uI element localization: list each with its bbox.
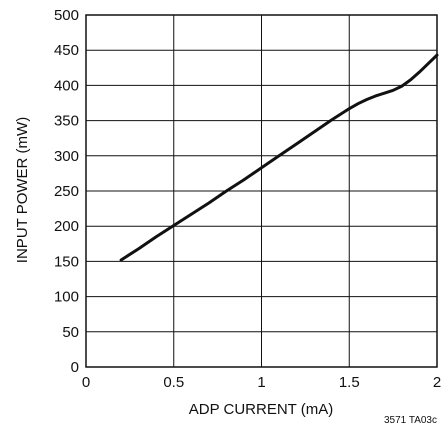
y-tick-label: 50 [62,324,79,341]
x-tick-label: 1 [257,374,265,391]
series-line [119,53,439,262]
y-tick-label: 300 [54,148,79,165]
grid [85,14,438,368]
y-tick-label: 350 [54,113,79,130]
x-tick-label: 0.5 [163,374,184,391]
y-tick-label: 450 [54,42,79,59]
x-tick-label: 1.5 [339,374,360,391]
y-tick-label: 250 [54,183,79,200]
y-tick-label: 200 [54,218,79,235]
y-tick-label: 100 [54,289,79,306]
x-tick-label: 2 [433,374,441,391]
plot-frame [85,14,438,368]
y-tick-label: 0 [71,359,79,376]
y-tick-label: 400 [54,77,79,94]
figure-note: 3571 TA03c [384,415,437,426]
y-tick-label: 150 [54,253,79,270]
y-tick-labels: 0 50 100 150 200 250 300 350 400 450 500 [54,7,79,376]
y-tick-label: 500 [54,7,79,24]
x-tick-labels: 0 0.5 1 1.5 2 [82,374,441,391]
x-tick-label: 0 [82,374,90,391]
y-axis-label: INPUT POWER (mW) [14,117,31,263]
x-axis-label: ADP CURRENT (mA) [189,401,333,418]
